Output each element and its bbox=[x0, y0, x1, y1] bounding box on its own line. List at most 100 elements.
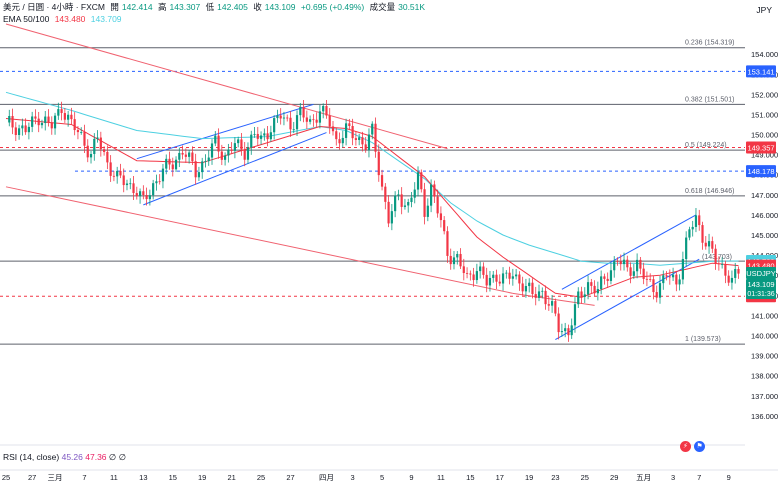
close-value: 143.109 bbox=[264, 2, 296, 12]
low-value: 142.405 bbox=[217, 2, 248, 12]
candle-body bbox=[426, 205, 429, 217]
candle-body bbox=[416, 172, 420, 190]
candle-body bbox=[678, 279, 681, 285]
candle-body bbox=[309, 119, 312, 122]
candle-body bbox=[658, 283, 662, 298]
candle-body bbox=[230, 149, 233, 151]
x-tick-label: 7 bbox=[697, 473, 701, 482]
candle-body bbox=[380, 175, 384, 187]
candle-body bbox=[671, 274, 675, 278]
candle-body bbox=[73, 119, 76, 131]
candle-body bbox=[155, 181, 158, 184]
candle-body bbox=[626, 259, 629, 268]
candle-body bbox=[501, 273, 505, 284]
candle-body bbox=[449, 255, 452, 265]
candle-body bbox=[57, 109, 60, 116]
ema100-line bbox=[5, 91, 739, 266]
candle-body bbox=[717, 263, 720, 265]
candle-body bbox=[335, 131, 338, 140]
candle-body bbox=[550, 301, 554, 306]
candle-body bbox=[711, 241, 714, 249]
candle-body bbox=[590, 282, 593, 286]
candle-body bbox=[698, 215, 701, 226]
candle-body bbox=[354, 138, 357, 140]
candle-body bbox=[240, 139, 243, 150]
candle-body bbox=[161, 168, 165, 182]
candle-body bbox=[191, 152, 194, 162]
candle-body bbox=[541, 290, 544, 292]
candle-body bbox=[44, 116, 47, 124]
candle-body bbox=[322, 105, 325, 112]
candle-body bbox=[475, 271, 478, 281]
candle-body bbox=[286, 117, 289, 119]
candle-body bbox=[407, 202, 410, 206]
candle-body bbox=[50, 122, 53, 129]
flag-icon[interactable]: ⚑ bbox=[694, 441, 705, 452]
candle-body bbox=[505, 272, 508, 274]
currency-label: JPY bbox=[756, 5, 772, 15]
trendline bbox=[5, 186, 513, 294]
candle-body bbox=[227, 149, 230, 156]
candle-body bbox=[351, 125, 354, 139]
close-label: 收 bbox=[253, 2, 262, 12]
ema-label[interactable]: EMA 50/100 bbox=[3, 14, 50, 24]
candle-body bbox=[737, 269, 740, 274]
candle-body bbox=[734, 269, 737, 278]
symbol-title[interactable]: 美元 / 日圆 · 4小時 · FXCM bbox=[3, 2, 106, 12]
lightning-icon[interactable]: ⚡ bbox=[680, 441, 691, 452]
candle-body bbox=[27, 126, 30, 133]
x-tick-label: 25 bbox=[581, 473, 589, 482]
x-tick-label: 29 bbox=[610, 473, 618, 482]
candle-body bbox=[259, 135, 263, 139]
candle-body bbox=[37, 118, 40, 126]
candle-body bbox=[469, 273, 472, 275]
candle-body bbox=[622, 259, 626, 265]
trendline bbox=[555, 258, 700, 340]
trendline bbox=[561, 214, 697, 290]
candle-body bbox=[508, 272, 511, 279]
candle-body bbox=[410, 197, 413, 203]
candle-body bbox=[446, 231, 449, 256]
candle-body bbox=[312, 119, 315, 121]
candle-body bbox=[452, 257, 456, 265]
high-value: 143.307 bbox=[169, 2, 201, 12]
candle-body bbox=[384, 186, 387, 202]
candle-body bbox=[338, 139, 341, 144]
candle-body bbox=[86, 145, 89, 158]
rsi-legend: RSI (14, close) 45.26 47.36 ∅ ∅ bbox=[3, 452, 126, 463]
candle-body bbox=[253, 133, 256, 135]
candle-body bbox=[305, 117, 308, 122]
candle-body bbox=[292, 129, 295, 131]
candle-body bbox=[443, 220, 446, 232]
candle-body bbox=[665, 275, 668, 277]
open-value: 142.414 bbox=[121, 2, 153, 12]
rsi-value-2: 47.36 bbox=[85, 452, 107, 462]
candle-body bbox=[721, 264, 724, 265]
candle-body bbox=[511, 276, 514, 279]
candle-body bbox=[364, 144, 367, 151]
candle-body bbox=[99, 137, 102, 150]
x-tick-label: 9 bbox=[409, 473, 413, 482]
rsi-label[interactable]: RSI (14, close) bbox=[3, 452, 60, 462]
x-tick-label: 3 bbox=[671, 473, 675, 482]
candle-body bbox=[642, 268, 645, 279]
candle-body bbox=[178, 152, 181, 160]
fib-level-label: 0.5 (149.224) bbox=[685, 142, 727, 149]
candle-body bbox=[93, 138, 96, 155]
candle-body bbox=[315, 119, 318, 123]
candle-body bbox=[701, 225, 704, 243]
y-tick-label: 145.000 bbox=[751, 231, 778, 240]
candle-body bbox=[243, 149, 246, 160]
trendline bbox=[512, 292, 595, 306]
candle-body bbox=[125, 183, 129, 186]
candle-body bbox=[495, 274, 498, 282]
candle-body bbox=[204, 161, 207, 162]
candle-body bbox=[688, 229, 691, 238]
price-tag bbox=[746, 141, 776, 154]
candle-body bbox=[220, 151, 223, 160]
candle-body bbox=[521, 283, 524, 292]
price-axis bbox=[745, 0, 778, 483]
candle-body bbox=[691, 226, 694, 230]
symbol-header: 美元 / 日圆 · 4小時 · FXCM 開 142.414 高 143.307 低… bbox=[3, 2, 428, 13]
